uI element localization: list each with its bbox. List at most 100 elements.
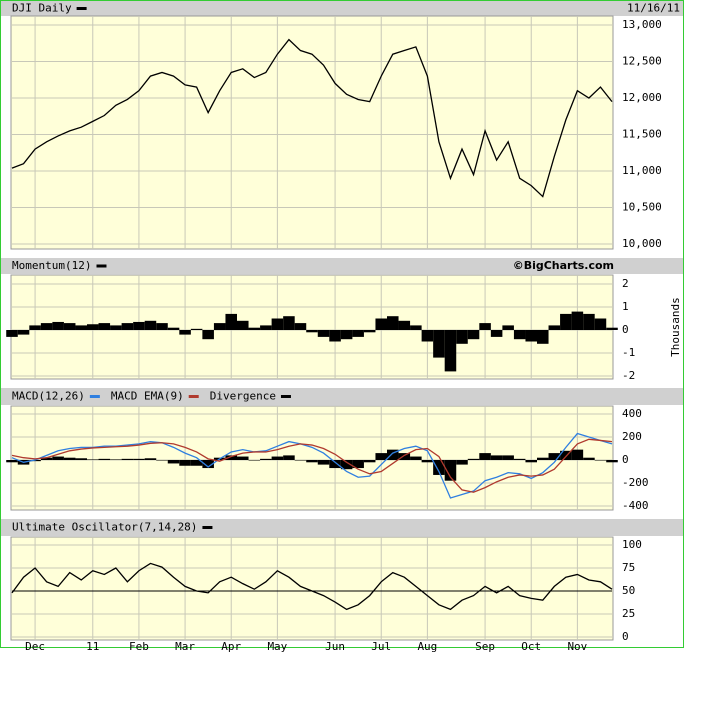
legend-label: Divergence bbox=[210, 390, 276, 403]
bar bbox=[525, 330, 537, 342]
legend-label: Momentum(12) bbox=[12, 259, 91, 272]
bar bbox=[110, 325, 122, 330]
bar bbox=[144, 320, 157, 330]
x-tick-label: Apr bbox=[221, 640, 241, 653]
bar bbox=[6, 330, 18, 337]
bar bbox=[410, 325, 422, 330]
bar bbox=[490, 330, 503, 337]
bar bbox=[421, 330, 434, 342]
bar bbox=[213, 323, 226, 330]
y-tick-label: 13,000 bbox=[622, 18, 662, 31]
x-tick-label: Nov bbox=[567, 640, 587, 653]
bar bbox=[52, 456, 64, 460]
x-tick-label: Dec bbox=[25, 640, 45, 653]
bar bbox=[225, 313, 237, 330]
bar bbox=[98, 323, 111, 330]
bar bbox=[340, 330, 353, 340]
x-tick-label: Mar bbox=[175, 640, 195, 653]
bar bbox=[75, 458, 87, 460]
bar bbox=[571, 449, 584, 460]
legend-label: MACD EMA(9) bbox=[111, 390, 184, 403]
bar bbox=[456, 460, 468, 465]
bar bbox=[40, 457, 53, 460]
date-label: 11/16/11 bbox=[627, 2, 680, 15]
bar bbox=[121, 323, 134, 330]
bar bbox=[167, 460, 180, 464]
bar bbox=[237, 456, 249, 460]
bar bbox=[237, 320, 249, 330]
bar bbox=[52, 321, 64, 330]
bar bbox=[248, 327, 261, 330]
bar bbox=[502, 325, 514, 330]
bar bbox=[179, 330, 191, 335]
y-tick-label: -400 bbox=[622, 499, 649, 512]
bar bbox=[571, 311, 584, 330]
x-tick-label: Oct bbox=[521, 640, 541, 653]
line bbox=[11, 38, 613, 198]
y-axis-label: Thousands bbox=[669, 297, 682, 357]
bar bbox=[606, 460, 618, 463]
bar bbox=[352, 460, 364, 469]
y-tick-label: 2 bbox=[622, 277, 629, 290]
bar bbox=[271, 318, 284, 330]
bar bbox=[329, 330, 341, 342]
bar bbox=[29, 325, 41, 330]
y-tick-label: 75 bbox=[622, 561, 635, 574]
bar bbox=[513, 330, 526, 340]
y-tick-label: 0 bbox=[622, 453, 629, 466]
bar bbox=[294, 323, 307, 330]
bar bbox=[190, 460, 203, 466]
y-tick-label: 25 bbox=[622, 607, 635, 620]
panel-header bbox=[1, 258, 683, 274]
bar bbox=[317, 330, 330, 337]
bar bbox=[121, 458, 134, 460]
bar bbox=[456, 330, 468, 344]
plot-area bbox=[10, 536, 614, 641]
bar bbox=[260, 458, 272, 460]
bar bbox=[17, 330, 30, 335]
bar bbox=[133, 458, 145, 460]
plot-area bbox=[10, 15, 614, 250]
line bbox=[11, 438, 613, 493]
x-tick-label: Jul bbox=[371, 640, 391, 653]
bar bbox=[317, 460, 330, 465]
bar bbox=[502, 455, 514, 460]
bar bbox=[444, 460, 457, 481]
bar bbox=[63, 457, 76, 460]
bar bbox=[560, 450, 572, 460]
legend-label: Ultimate Oscillator(7,14,28) bbox=[12, 521, 197, 534]
bar bbox=[398, 453, 411, 460]
bar bbox=[525, 460, 537, 463]
bar bbox=[190, 328, 203, 330]
bar bbox=[110, 459, 122, 460]
x-tick-label: May bbox=[267, 640, 287, 653]
x-tick-label: Feb bbox=[129, 640, 149, 653]
bar bbox=[294, 460, 307, 461]
y-tick-label: 10,000 bbox=[622, 237, 662, 250]
bar bbox=[560, 313, 572, 330]
bar bbox=[225, 455, 237, 460]
y-tick-label: 0 bbox=[622, 323, 629, 336]
bar bbox=[248, 460, 261, 461]
x-tick-label: 11 bbox=[86, 640, 99, 653]
bar bbox=[167, 327, 180, 330]
legend-label: MACD(12,26) bbox=[12, 390, 85, 403]
bar bbox=[75, 325, 87, 330]
panel-header bbox=[1, 388, 683, 405]
bar bbox=[548, 453, 561, 460]
bar bbox=[63, 323, 76, 330]
x-tick-label: Sep bbox=[475, 640, 495, 653]
x-tick-label: Aug bbox=[417, 640, 437, 653]
bar bbox=[363, 330, 376, 333]
source-label: ©BigCharts.com bbox=[513, 259, 614, 272]
bar bbox=[606, 327, 618, 330]
bar bbox=[467, 330, 480, 340]
bar bbox=[410, 456, 422, 460]
bar bbox=[156, 460, 168, 461]
bar bbox=[594, 460, 607, 461]
bar bbox=[202, 460, 214, 469]
bar bbox=[144, 458, 157, 460]
y-tick-label: 100 bbox=[622, 538, 642, 551]
y-tick-label: 1 bbox=[622, 300, 629, 313]
bar bbox=[421, 460, 434, 463]
